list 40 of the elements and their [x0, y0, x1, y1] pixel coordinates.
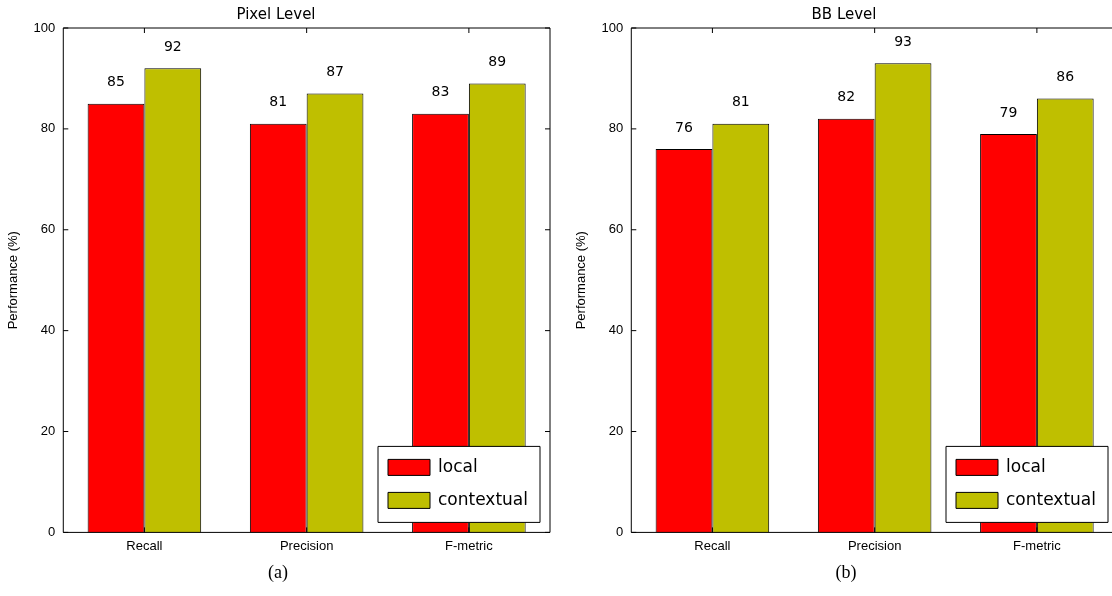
y-tick-label: 40 — [40, 322, 56, 338]
legend-label: contextual — [1006, 488, 1097, 509]
text: (b) — [834, 562, 858, 583]
x-tick-label: Recall — [126, 537, 163, 553]
data-label: 82 — [837, 88, 856, 105]
data-label: 81 — [269, 93, 288, 110]
legend-label: contextual — [438, 488, 529, 509]
data-label: 87 — [326, 63, 344, 80]
chart-title: Pixel Level — [236, 4, 316, 23]
x-tick-label: Recall — [694, 537, 731, 553]
y-tick-label: 0 — [48, 523, 56, 539]
data-label: 81 — [731, 93, 750, 110]
y-tick-label: 20 — [40, 423, 56, 439]
x-tick-label: Precision — [279, 537, 334, 553]
data-label: 89 — [488, 53, 507, 70]
x-tick-label: F-metric — [1013, 537, 1062, 553]
data-label: 79 — [999, 103, 1018, 120]
data-label: 86 — [1056, 68, 1075, 85]
y-tick-label: 80 — [608, 120, 624, 136]
x-tick-label: Precision — [847, 537, 902, 553]
text: (a) — [267, 562, 289, 583]
data-label: 92 — [163, 37, 182, 54]
y-axis-title: Performance (%) — [573, 231, 589, 330]
y-tick-label: 0 — [616, 523, 624, 539]
legend-label: local — [1006, 455, 1046, 476]
y-axis-title: Performance (%) — [5, 231, 21, 330]
data-label: 83 — [431, 83, 450, 100]
data-label: 76 — [675, 118, 694, 135]
chart-title: BB Level — [811, 4, 877, 23]
data-label: 85 — [107, 73, 125, 90]
y-tick-label: 60 — [608, 221, 624, 237]
y-tick-label: 100 — [33, 19, 56, 35]
y-tick-label: 20 — [608, 423, 624, 439]
y-tick-label: 60 — [40, 221, 56, 237]
data-label: 93 — [894, 32, 912, 49]
y-tick-label: 40 — [608, 322, 624, 338]
y-tick-label: 80 — [40, 120, 56, 136]
legend-label: local — [438, 455, 478, 476]
y-tick-label: 100 — [601, 19, 624, 35]
x-tick-label: F-metric — [445, 537, 494, 553]
